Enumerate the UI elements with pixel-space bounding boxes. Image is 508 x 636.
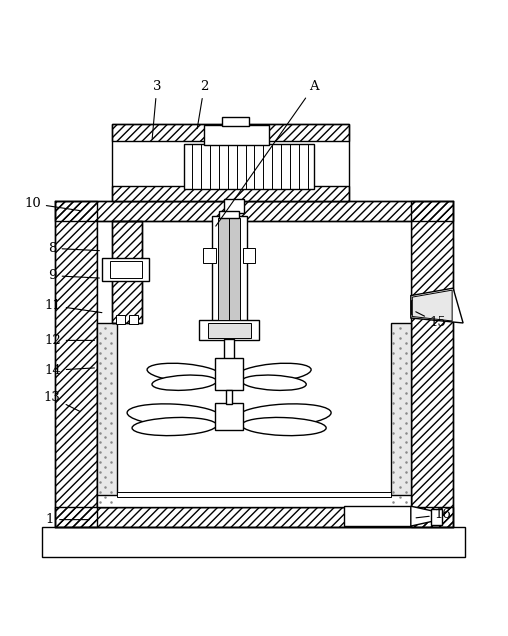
Bar (184, 144, 314, 188)
Bar (112, 221, 142, 323)
Polygon shape (411, 506, 433, 526)
Bar (431, 509, 441, 525)
Bar (411, 300, 416, 314)
Bar (129, 315, 138, 324)
Ellipse shape (152, 375, 216, 391)
Bar (391, 323, 411, 507)
Bar (55, 507, 453, 527)
Text: 16: 16 (416, 508, 452, 521)
Text: 12: 12 (44, 334, 94, 347)
Ellipse shape (242, 417, 326, 436)
Bar (110, 261, 142, 278)
Text: 14: 14 (44, 364, 94, 377)
Ellipse shape (237, 363, 311, 382)
Ellipse shape (237, 404, 331, 426)
Text: 9: 9 (48, 269, 100, 282)
Bar (219, 211, 239, 218)
Bar (112, 124, 348, 141)
Bar (411, 201, 453, 527)
Bar (208, 323, 250, 338)
Polygon shape (411, 288, 463, 323)
Text: 1: 1 (46, 513, 89, 526)
Bar (112, 186, 348, 201)
Bar (97, 495, 411, 507)
Bar (242, 248, 255, 263)
Bar (97, 221, 411, 507)
Bar (218, 218, 240, 321)
Text: 2: 2 (197, 80, 208, 128)
Bar (55, 201, 453, 221)
Bar (117, 492, 391, 497)
Bar (226, 390, 232, 404)
Bar (42, 527, 465, 557)
Bar (215, 403, 242, 430)
Bar (112, 124, 348, 201)
Bar (343, 506, 411, 526)
Bar (116, 315, 124, 324)
Text: 15: 15 (416, 312, 447, 329)
Ellipse shape (242, 375, 306, 391)
Bar (224, 198, 244, 214)
Ellipse shape (132, 417, 216, 436)
Text: 10: 10 (24, 197, 79, 211)
Text: A: A (216, 80, 319, 226)
Text: 8: 8 (48, 242, 100, 255)
Text: 3: 3 (152, 80, 161, 139)
Bar (112, 221, 142, 323)
Bar (199, 321, 259, 340)
Bar (102, 258, 149, 280)
Bar (215, 358, 242, 391)
Ellipse shape (127, 404, 221, 426)
Bar (204, 125, 269, 145)
Ellipse shape (147, 363, 221, 382)
Bar (203, 248, 216, 263)
Bar (221, 118, 249, 127)
Bar (55, 201, 97, 527)
Text: 11: 11 (44, 299, 102, 313)
Bar (224, 340, 234, 361)
Bar (212, 216, 246, 323)
Bar (97, 323, 117, 507)
Polygon shape (412, 290, 452, 321)
Text: 13: 13 (44, 391, 80, 411)
